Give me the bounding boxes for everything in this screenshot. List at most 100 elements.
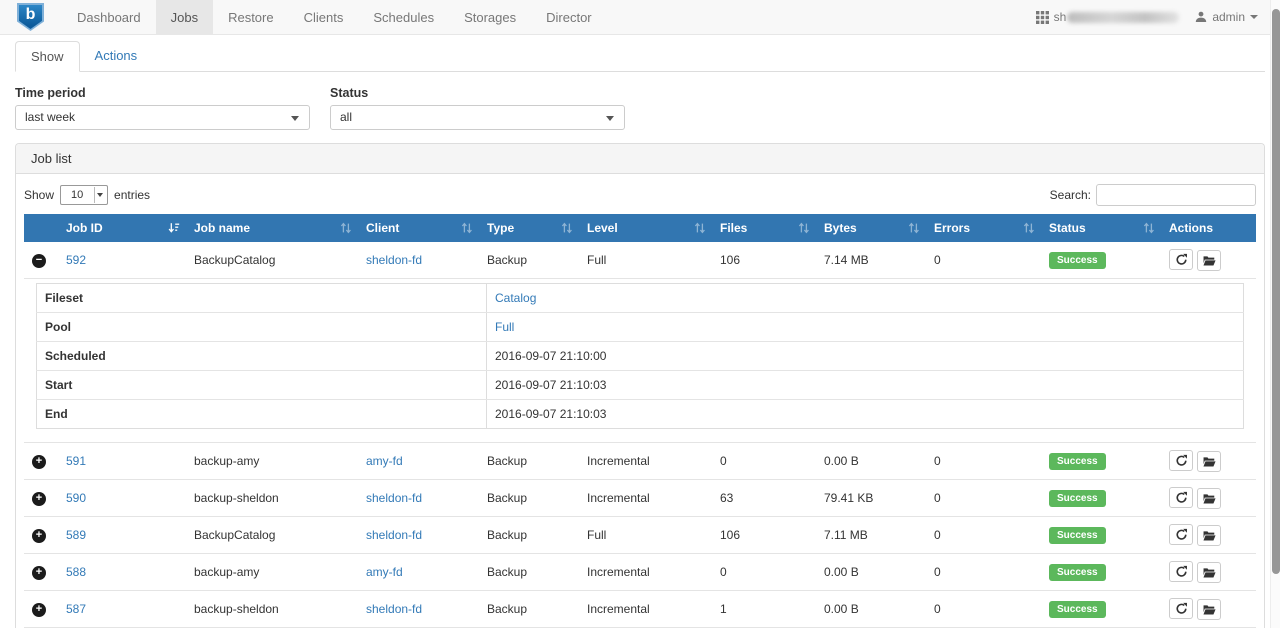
search-input[interactable]: [1096, 184, 1256, 206]
actions-cell: [1161, 480, 1256, 517]
redacted-hostname: [1067, 12, 1179, 23]
expand-cell: +: [24, 517, 58, 554]
search-box: Search:: [1050, 184, 1256, 206]
sort-desc-icon: [168, 222, 180, 237]
job-log-button[interactable]: [1197, 599, 1221, 620]
client-link[interactable]: amy-fd: [366, 565, 403, 579]
collapse-row-icon[interactable]: −: [32, 254, 46, 268]
expand-row-icon[interactable]: +: [32, 566, 46, 580]
rerun-job-button[interactable]: [1169, 561, 1193, 582]
type-cell: Backup: [479, 443, 579, 480]
job-table-body: −592BackupCatalogsheldon-fdBackupFull106…: [24, 242, 1256, 628]
job-id-link[interactable]: 588: [66, 565, 86, 579]
nav-item-clients[interactable]: Clients: [289, 0, 359, 34]
rerun-job-button[interactable]: [1169, 524, 1193, 545]
table-row: +589BackupCatalogsheldon-fdBackupFull106…: [24, 517, 1256, 554]
detail-value-cell: Full: [487, 313, 1244, 342]
status-cell: Success: [1041, 242, 1161, 279]
folder-open-icon: [1203, 604, 1216, 615]
column-header-client[interactable]: Client: [358, 214, 479, 242]
user-menu[interactable]: admin: [1195, 10, 1258, 24]
detail-value-cell: 2016-09-07 21:10:00: [487, 342, 1244, 371]
tab-actions[interactable]: Actions: [80, 41, 153, 72]
nav-item-schedules[interactable]: Schedules: [358, 0, 449, 34]
nav-item-dashboard[interactable]: Dashboard: [62, 0, 156, 34]
detail-value-link[interactable]: Full: [495, 320, 514, 334]
detail-label: Scheduled: [37, 342, 487, 371]
sort-icon: [798, 222, 810, 237]
nav-item-director[interactable]: Director: [531, 0, 607, 34]
job-log-button[interactable]: [1197, 525, 1221, 546]
column-header-files[interactable]: Files: [712, 214, 816, 242]
brand-letter: b: [19, 5, 42, 29]
table-header-row: Job ID Job name: [24, 214, 1256, 242]
folder-open-icon: [1203, 255, 1216, 266]
rerun-job-button[interactable]: [1169, 450, 1193, 471]
actions-cell: [1161, 554, 1256, 591]
job-log-button[interactable]: [1197, 451, 1221, 472]
filters: Time period last week Status all: [0, 72, 1280, 130]
errors-cell: 0: [926, 242, 1041, 279]
column-header-level[interactable]: Level: [579, 214, 712, 242]
rerun-job-button[interactable]: [1169, 249, 1193, 270]
folder-open-icon: [1203, 456, 1216, 467]
client-link[interactable]: sheldon-fd: [366, 491, 422, 505]
job-id-link[interactable]: 590: [66, 491, 86, 505]
rerun-job-button[interactable]: [1169, 598, 1193, 619]
client-link[interactable]: sheldon-fd: [366, 602, 422, 616]
column-header-job-name[interactable]: Job name: [186, 214, 358, 242]
bareos-logo[interactable]: b: [0, 0, 62, 34]
job-log-button[interactable]: [1197, 562, 1221, 583]
scrollbar-thumb[interactable]: [1272, 9, 1280, 574]
column-header-bytes[interactable]: Bytes: [816, 214, 926, 242]
column-header-type[interactable]: Type: [479, 214, 579, 242]
client-cell: sheldon-fd: [358, 591, 479, 628]
job-id-link[interactable]: 591: [66, 454, 86, 468]
expand-row-icon[interactable]: +: [32, 603, 46, 617]
folder-open-icon: [1203, 493, 1216, 504]
nav-item-jobs[interactable]: Jobs: [156, 0, 213, 34]
rerun-job-button[interactable]: [1169, 487, 1193, 508]
detail-value-link[interactable]: Catalog: [495, 291, 536, 305]
detail-label: Pool: [37, 313, 487, 342]
expand-row-icon[interactable]: +: [32, 455, 46, 469]
job-id-link[interactable]: 589: [66, 528, 86, 542]
director-host-menu[interactable]: sh: [1036, 10, 1180, 24]
job-id-cell: 587: [58, 591, 186, 628]
files-cell: 0: [712, 443, 816, 480]
table-row: +588backup-amyamy-fdBackupIncremental00.…: [24, 554, 1256, 591]
tab-show[interactable]: Show: [15, 41, 80, 72]
user-label: admin: [1212, 10, 1245, 24]
nav-item-storages[interactable]: Storages: [449, 0, 531, 34]
page-tabs: Show Actions: [15, 41, 1265, 72]
actions-cell: [1161, 242, 1256, 279]
actions-cell: [1161, 517, 1256, 554]
entries-select[interactable]: 10: [60, 185, 108, 205]
bytes-cell: 0.00 B: [816, 443, 926, 480]
bytes-cell: 7.11 MB: [816, 517, 926, 554]
bytes-cell: 79.41 KB: [816, 480, 926, 517]
table-row: −592BackupCatalogsheldon-fdBackupFull106…: [24, 242, 1256, 279]
job-log-button[interactable]: [1197, 250, 1221, 271]
column-header-job-id[interactable]: Job ID: [58, 214, 186, 242]
job-id-link[interactable]: 587: [66, 602, 86, 616]
expand-cell: +: [24, 591, 58, 628]
client-link[interactable]: sheldon-fd: [366, 528, 422, 542]
entries-value: 10: [71, 189, 83, 201]
column-header-errors[interactable]: Errors: [926, 214, 1041, 242]
status-select[interactable]: all: [330, 105, 625, 130]
files-cell: 106: [712, 517, 816, 554]
client-link[interactable]: amy-fd: [366, 454, 403, 468]
expand-cell: +: [24, 554, 58, 591]
job-log-button[interactable]: [1197, 488, 1221, 509]
nav-item-restore[interactable]: Restore: [213, 0, 289, 34]
job-id-link[interactable]: 592: [66, 253, 86, 267]
column-header-status[interactable]: Status: [1041, 214, 1161, 242]
expand-row-icon[interactable]: +: [32, 529, 46, 543]
sort-icon: [1143, 222, 1155, 237]
client-link[interactable]: sheldon-fd: [366, 253, 422, 267]
length-menu: Show 10 entries: [24, 185, 150, 205]
detail-label: Start: [37, 371, 487, 400]
time-period-select[interactable]: last week: [15, 105, 310, 130]
expand-row-icon[interactable]: +: [32, 492, 46, 506]
